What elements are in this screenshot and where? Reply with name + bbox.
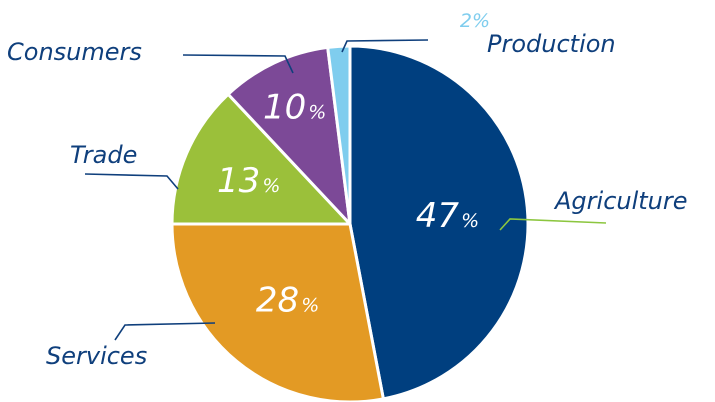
leader-line-services bbox=[114, 322, 216, 341]
leader-line-agriculture bbox=[499, 218, 607, 231]
slice-label-production: Production bbox=[487, 30, 616, 58]
leader-line-trade bbox=[84, 173, 179, 190]
pie-slice-production bbox=[326, 44, 352, 226]
pie-slice-consumers bbox=[226, 45, 352, 226]
leader-line-production bbox=[341, 39, 429, 53]
pie-slice-agriculture bbox=[348, 44, 530, 401]
slice-value-production: 2% bbox=[460, 10, 490, 32]
slice-label-agriculture: Agriculture bbox=[553, 187, 688, 215]
slice-label-consumers: Consumers bbox=[7, 38, 142, 66]
slice-value-services: 28% bbox=[256, 280, 319, 320]
leader-line-consumers bbox=[182, 54, 294, 74]
slice-label-services: Services bbox=[46, 342, 147, 370]
slice-value-agriculture: 47% bbox=[416, 196, 479, 236]
slice-value-trade: 13% bbox=[217, 161, 280, 201]
slice-label-trade: Trade bbox=[70, 141, 137, 169]
pie-slice-trade bbox=[170, 92, 352, 226]
slice-value-consumers: 10% bbox=[263, 87, 326, 127]
